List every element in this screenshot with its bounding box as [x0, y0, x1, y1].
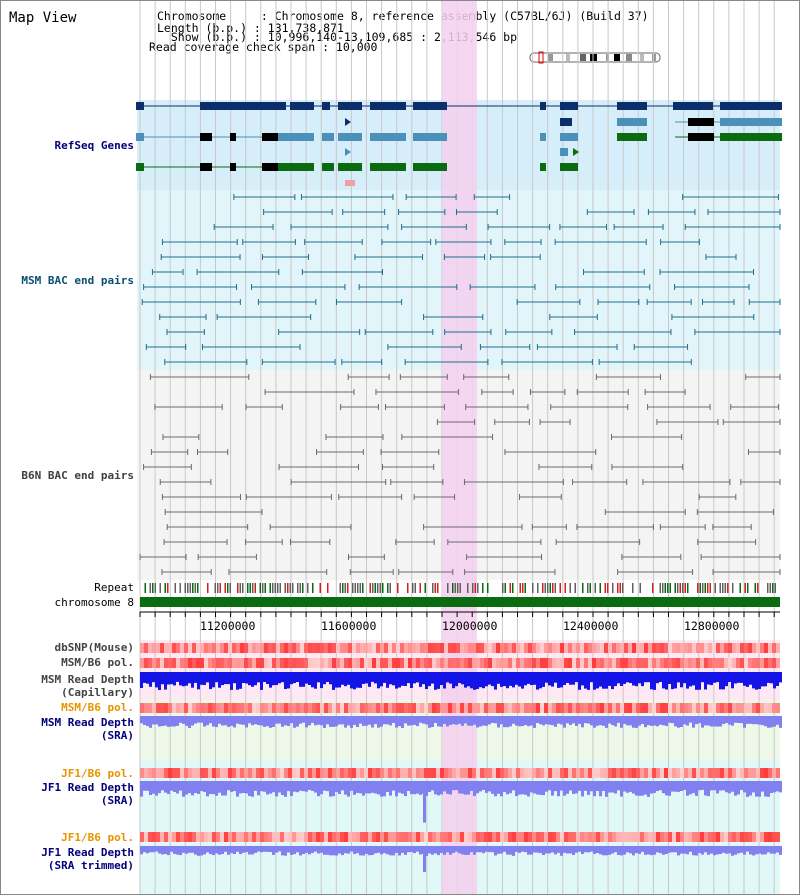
window-title: Map View — [9, 10, 77, 26]
chromosome-ideogram[interactable] — [529, 51, 661, 64]
label-b6n-bac: B6N BAC end pairs — [21, 469, 134, 482]
axis-tick-4: 12400000 — [563, 619, 619, 633]
label-msm-depth-cap-1: MSM Read Depth — [41, 673, 134, 686]
label-msm-depth-cap-2: (Capillary) — [61, 686, 134, 699]
label-jf1-depth-sra-2: (SRA) — [100, 794, 134, 807]
label-jf1-b6-pol-1: JF1/B6 pol. — [61, 767, 134, 780]
axis-tick-1: 11200000 — [200, 619, 256, 633]
grid-lines — [139, 0, 775, 895]
label-jf1-depth-sra-1: JF1 Read Depth — [41, 781, 134, 794]
label-msm-depth-sra-1: MSM Read Depth — [41, 716, 134, 729]
position-axis — [139, 611, 780, 617]
label-chromosome: chromosome 8 — [54, 596, 134, 609]
label-msm-bac: MSM BAC end pairs — [21, 274, 134, 287]
label-refseq-genes: RefSeq Genes — [54, 139, 134, 152]
label-repeat: Repeat — [94, 581, 134, 594]
axis-tick-3: 12000000 — [442, 619, 498, 633]
refseq-genes-track[interactable] — [136, 102, 782, 186]
repeat-track[interactable] — [144, 583, 777, 593]
label-jf1-depth-trim-1: JF1 Read Depth — [41, 846, 134, 859]
selected-region-highlight[interactable] — [442, 0, 477, 895]
label-msm-b6-pol-2: MSM/B6 pol. — [61, 701, 134, 714]
axis-tick-2: 11600000 — [321, 619, 377, 633]
label-msm-b6-pol-1: MSM/B6 pol. — [61, 656, 134, 669]
label-dbsnp: dbSNP(Mouse) — [54, 641, 134, 654]
label-jf1-b6-pol-2: JF1/B6 pol. — [61, 831, 134, 844]
chromosome-bar[interactable] — [140, 597, 780, 607]
read-depth-profiles[interactable] — [140, 672, 782, 872]
axis-tick-5: 12800000 — [684, 619, 740, 633]
label-msm-depth-sra-2: (SRA) — [100, 729, 134, 742]
b6n-bac-pairs[interactable] — [139, 374, 781, 575]
label-jf1-depth-trim-2: (SRA trimmed) — [47, 859, 134, 872]
polymorphism-strips[interactable] — [140, 643, 780, 842]
msm-bac-pairs[interactable] — [141, 194, 781, 365]
